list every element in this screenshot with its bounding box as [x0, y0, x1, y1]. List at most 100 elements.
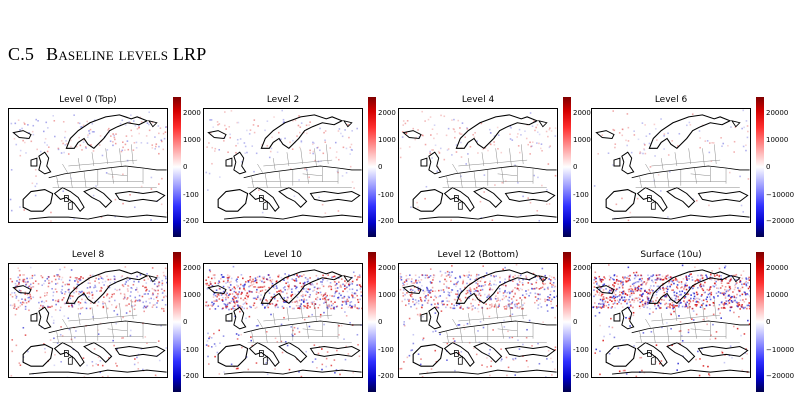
relevance-cell — [29, 266, 32, 269]
relevance-cell — [655, 293, 658, 296]
relevance-cell — [450, 289, 453, 291]
relevance-cell — [325, 365, 328, 368]
relevance-cell — [706, 277, 709, 279]
relevance-cell — [654, 305, 656, 307]
relevance-cell — [25, 284, 27, 286]
relevance-cell — [594, 315, 597, 317]
relevance-cell — [629, 304, 632, 306]
relevance-cell — [129, 299, 132, 302]
relevance-cell — [476, 273, 478, 276]
relevance-cell — [226, 281, 229, 283]
relevance-cell — [487, 149, 489, 152]
relevance-cell — [285, 299, 288, 302]
relevance-cell — [417, 279, 420, 282]
relevance-cell — [681, 290, 684, 293]
relevance-cell — [299, 307, 301, 310]
relevance-cell — [607, 152, 610, 155]
relevance-cell — [411, 349, 414, 351]
relevance-cell — [520, 134, 522, 136]
relevance-cell — [456, 290, 459, 292]
relevance-cell — [148, 111, 151, 114]
relevance-cell — [311, 361, 314, 363]
relevance-cell — [745, 277, 747, 279]
relevance-cell — [434, 330, 437, 332]
relevance-cell — [356, 127, 358, 130]
relevance-cell — [334, 276, 337, 278]
relevance-cell — [656, 139, 658, 141]
relevance-cell — [163, 295, 165, 298]
relevance-cell — [347, 295, 350, 298]
relevance-cell — [100, 277, 103, 279]
relevance-cell — [630, 290, 632, 292]
relevance-cell — [107, 278, 110, 281]
relevance-cell — [633, 130, 635, 132]
relevance-cell — [615, 203, 618, 206]
relevance-cell — [411, 289, 414, 292]
relevance-cell — [211, 162, 213, 165]
relevance-cell — [418, 276, 421, 279]
relevance-cell — [70, 269, 73, 271]
relevance-cell — [472, 298, 474, 301]
relevance-cell — [43, 294, 46, 297]
relevance-cell — [10, 122, 13, 125]
relevance-cell — [523, 302, 526, 305]
relevance-cell — [417, 302, 420, 305]
relevance-cell — [305, 290, 308, 293]
coastline-overlay — [12, 114, 167, 220]
relevance-cell — [209, 281, 212, 283]
relevance-cell — [240, 293, 243, 295]
relevance-cell — [416, 281, 419, 284]
relevance-cell — [330, 364, 333, 367]
section-number: C.5 — [8, 44, 35, 64]
relevance-cell — [15, 297, 18, 299]
relevance-cell — [157, 340, 160, 342]
relevance-cell — [315, 291, 318, 293]
relevance-cell — [748, 285, 750, 288]
relevance-cell — [662, 289, 665, 291]
relevance-cell — [299, 131, 301, 134]
relevance-cell — [249, 275, 252, 278]
relevance-cell — [464, 286, 466, 289]
relevance-cell — [490, 360, 493, 362]
relevance-cell — [524, 297, 527, 299]
relevance-cell — [625, 316, 627, 319]
relevance-cell — [238, 287, 241, 290]
relevance-cell — [710, 273, 712, 276]
relevance-cell — [642, 332, 645, 334]
relevance-cell — [34, 168, 37, 171]
relevance-cell — [459, 307, 461, 310]
relevance-cell — [50, 220, 52, 222]
relevance-cell — [451, 303, 453, 305]
relevance-cell — [446, 149, 449, 151]
panel-title: Level 4 — [461, 95, 495, 105]
relevance-cell — [37, 120, 39, 122]
relevance-cell — [227, 296, 230, 299]
relevance-cell — [425, 295, 427, 297]
relevance-cell — [139, 116, 142, 119]
relevance-cell — [282, 307, 285, 309]
relevance-cell — [290, 297, 293, 299]
relevance-cell — [549, 145, 552, 147]
relevance-cell — [650, 285, 652, 287]
relevance-cell — [719, 292, 722, 294]
relevance-cell — [672, 279, 674, 282]
relevance-cell — [164, 131, 167, 133]
relevance-cell — [637, 299, 639, 302]
relevance-cell — [696, 303, 698, 306]
relevance-cell — [497, 291, 499, 293]
relevance-cell — [132, 283, 135, 286]
relevance-cell — [302, 282, 305, 285]
relevance-cell — [709, 276, 712, 278]
relevance-cell — [100, 289, 102, 291]
relevance-cell — [315, 293, 318, 295]
relevance-cell — [295, 286, 298, 289]
relevance-cell — [474, 288, 477, 291]
relevance-cell — [747, 282, 749, 284]
relevance-cell — [670, 276, 673, 279]
relevance-cell — [527, 197, 529, 199]
relevance-cell — [31, 286, 33, 288]
relevance-cell — [439, 295, 442, 297]
relevance-cell — [359, 298, 361, 301]
relevance-cell — [475, 286, 478, 289]
relevance-cell — [411, 282, 414, 285]
